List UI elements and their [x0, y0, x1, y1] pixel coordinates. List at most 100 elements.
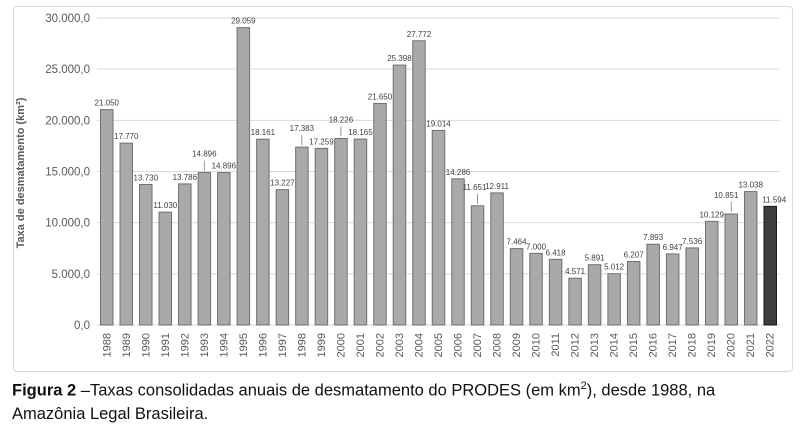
year-label-2003: 2003	[394, 333, 406, 357]
year-label-2006: 2006	[453, 333, 465, 357]
bar-value-label-2010: 7.000	[526, 242, 547, 251]
y-tick-label: 15.000,0	[45, 167, 90, 179]
bar-2009	[509, 248, 524, 326]
year-label-1997: 1997	[277, 333, 289, 357]
year-label-1992: 1992	[179, 333, 191, 357]
bar-2022	[763, 205, 777, 326]
year-label-2001: 2001	[355, 333, 367, 357]
bar-2006	[451, 178, 465, 326]
bar-2003	[392, 64, 407, 326]
year-label-2002: 2002	[374, 333, 386, 357]
bar-1995	[236, 27, 251, 326]
bar-value-label-1997: 13.227	[270, 179, 295, 188]
year-label-2018: 2018	[687, 333, 699, 357]
figure-caption-text-end: ), desde 1988, na Amazônia Legal Brasile…	[12, 381, 716, 423]
bar-2011	[548, 258, 563, 326]
deforestation-bar-chart: 0,0 5.000,0 10.000,0 15.000,0 20.000,0 25.000…	[15, 13, 787, 357]
bar-1994	[217, 172, 231, 326]
bar-value-labels: 21.050 17.770 13.730 11.030 13.786 14.896 14.8…	[95, 17, 787, 277]
year-label-2010: 2010	[531, 333, 543, 357]
year-label-2016: 2016	[648, 333, 660, 357]
bar-2019	[704, 220, 719, 326]
year-label-1989: 1989	[121, 333, 133, 357]
bar-value-label-2017: 6.947	[663, 243, 684, 252]
bar-value-label-2021: 13.038	[738, 181, 763, 190]
bar-value-label-2022: 11.594	[762, 195, 786, 204]
bar-2005	[431, 129, 446, 326]
bar-value-label-1989: 17.770	[114, 132, 139, 141]
bar-value-label-1995: 29.059	[231, 17, 256, 26]
bar-value-label-1993: 14.896	[192, 150, 217, 159]
bar-1989	[119, 142, 134, 326]
year-label-1993: 1993	[199, 333, 211, 357]
year-label-2000: 2000	[335, 333, 347, 357]
figure-caption: Figura 2 –Taxas consolidadas anuais de d…	[12, 379, 760, 426]
bar-value-label-2001: 18.165	[348, 128, 373, 137]
x-axis-year-labels: 1988 1989 1990 1991 1992 1993 1994 1995 1996 1997…	[101, 333, 776, 357]
bar-value-label-2011: 6.418	[546, 248, 567, 257]
bar-1998	[295, 146, 309, 326]
bar-2013	[587, 264, 602, 326]
y-axis-title: Taxa de desmatamento (km²)	[15, 97, 27, 248]
year-label-2014: 2014	[609, 333, 621, 357]
bar-1996	[256, 138, 270, 326]
bar-2001	[353, 138, 368, 326]
year-label-2011: 2011	[550, 333, 562, 357]
bar-1993	[197, 172, 212, 326]
year-label-2022: 2022	[765, 333, 777, 357]
y-tick-label: 25.000,0	[45, 64, 90, 76]
year-label-1996: 1996	[257, 333, 269, 357]
bar-2017	[665, 253, 680, 326]
bar-value-label-1998: 17.383	[290, 124, 315, 133]
bar-value-label-2013: 5.891	[585, 254, 606, 263]
bar-value-label-2014: 5.012	[604, 263, 625, 272]
year-label-2021: 2021	[745, 333, 757, 357]
bar-value-label-2004: 27.772	[407, 30, 432, 39]
bar-1991	[158, 211, 173, 326]
year-label-2005: 2005	[433, 333, 445, 357]
year-label-1995: 1995	[238, 333, 250, 357]
bar-2000	[334, 137, 348, 326]
bar-value-label-1992: 13.786	[173, 173, 198, 182]
chart-panel: 0,0 5.000,0 10.000,0 15.000,0 20.000,0 25.000…	[13, 6, 793, 372]
year-label-1999: 1999	[316, 333, 328, 357]
bar-value-label-1990: 13.730	[134, 173, 159, 182]
bar-value-label-2000: 18.226	[329, 115, 354, 124]
y-axis-tick-labels: 0,0 5.000,0 10.000,0 15.000,0 20.000,0 25.000…	[45, 13, 90, 332]
bar-2008	[490, 192, 504, 326]
figure-caption-label: Figura 2	[12, 381, 77, 400]
bar-2010	[529, 252, 543, 326]
year-label-1990: 1990	[140, 333, 152, 357]
figure-caption-superscript: 2	[580, 380, 587, 392]
bar-2004	[412, 40, 426, 326]
bar-1990	[139, 183, 153, 326]
bar-value-label-2008: 12.911	[485, 182, 509, 191]
y-tick-label: 30.000,0	[45, 13, 90, 25]
bar-value-label-2016: 7.893	[643, 233, 664, 242]
bar-1992	[178, 183, 192, 326]
bar-value-label-2019: 10.129	[699, 210, 724, 219]
y-tick-label: 20.000,0	[45, 115, 90, 127]
bar-2016	[646, 243, 660, 326]
year-label-1994: 1994	[218, 333, 230, 357]
bar-2002	[373, 102, 387, 326]
bar-1997	[275, 189, 290, 326]
bar-value-label-2020: 10.851	[714, 191, 739, 200]
bar-2012	[568, 277, 582, 326]
bar-value-label-2003: 25.398	[387, 54, 412, 63]
bar-2020	[724, 213, 738, 326]
bar-value-label-1996: 18.161	[251, 128, 276, 137]
bar-value-label-2018: 7.536	[682, 237, 703, 246]
year-label-1991: 1991	[160, 333, 172, 357]
bar-value-label-1991: 11.030	[153, 201, 177, 210]
year-label-2008: 2008	[492, 333, 504, 357]
year-label-2007: 2007	[472, 333, 484, 357]
figure-caption-text: Taxas consolidadas anuais de desmatament…	[89, 381, 581, 400]
year-label-2013: 2013	[589, 333, 601, 357]
bar-2021	[743, 191, 758, 326]
bar-value-label-1999: 17.259	[309, 137, 334, 146]
bar-2018	[685, 247, 699, 326]
year-label-2009: 2009	[511, 333, 523, 357]
bar-2015	[626, 260, 641, 326]
